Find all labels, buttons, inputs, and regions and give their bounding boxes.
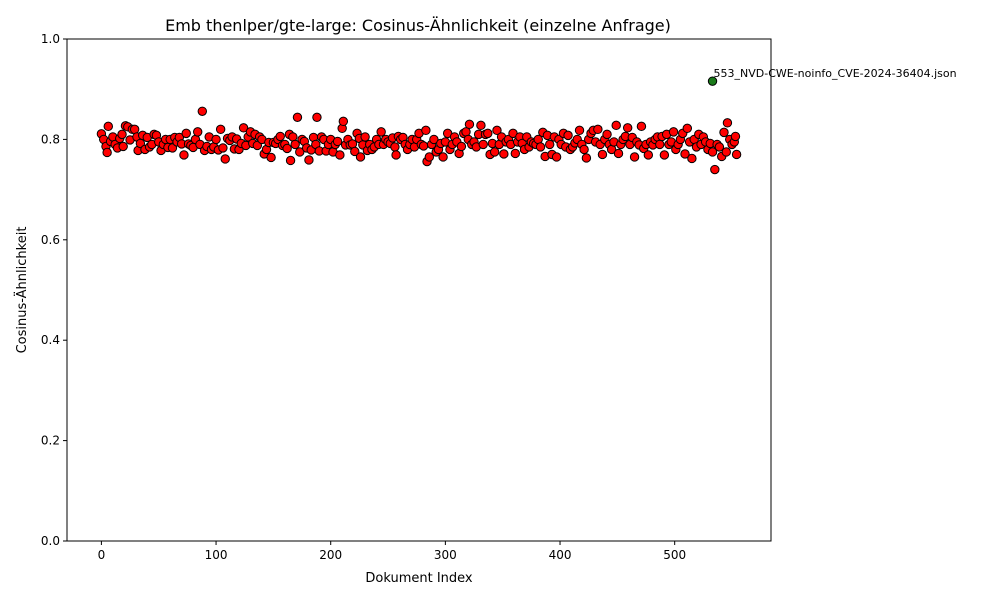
x-axis-label: Dokument Index <box>365 571 473 586</box>
data-point <box>464 119 475 130</box>
data-point <box>179 150 189 160</box>
data-point <box>220 154 230 164</box>
data-point <box>483 128 493 139</box>
y-tick-label: 0.6 <box>41 233 60 247</box>
data-point <box>731 149 742 160</box>
data-point <box>295 147 305 157</box>
data-point <box>118 141 128 152</box>
data-point <box>355 152 366 162</box>
data-point <box>102 147 112 158</box>
data-point <box>238 123 249 133</box>
data-point <box>659 150 670 160</box>
data-point <box>282 143 292 154</box>
data-point <box>418 141 429 151</box>
chart-title: Emb thenlper/gte-large: Cosinus-Ähnlichk… <box>165 16 671 35</box>
data-point <box>655 139 665 150</box>
data-point <box>613 148 624 159</box>
data-point <box>312 112 322 123</box>
data-point <box>489 147 500 157</box>
annotations: 553_NVD-CWE-noinfo_CVE-2024-36404.json <box>714 67 957 80</box>
data-point <box>197 106 208 116</box>
data-point <box>211 134 221 145</box>
x-axis: 0 100 200 300 400 500 <box>98 541 686 562</box>
x-tick-label: 400 <box>549 548 572 562</box>
data-point <box>710 164 720 175</box>
y-tick-label: 0.0 <box>41 534 60 548</box>
y-tick-label: 1.0 <box>41 32 60 46</box>
data-point <box>551 152 562 162</box>
data-point <box>622 123 633 133</box>
data-point <box>574 125 585 136</box>
data-point <box>421 125 431 136</box>
data-point <box>350 146 360 157</box>
data-point <box>611 120 621 131</box>
data-point <box>581 153 592 163</box>
data-point <box>266 152 276 163</box>
data-point <box>722 118 733 128</box>
data-point <box>304 155 314 165</box>
data-point <box>429 134 439 145</box>
y-tick-label: 0.8 <box>41 132 60 146</box>
data-point <box>391 150 401 160</box>
data-point <box>478 139 488 150</box>
data-point <box>629 152 640 162</box>
data-point <box>707 76 718 86</box>
data-point <box>476 120 486 131</box>
data-point <box>643 150 654 160</box>
data-point <box>492 125 502 136</box>
x-tick-label: 500 <box>663 548 686 562</box>
data-point <box>290 139 300 150</box>
data-point <box>535 142 546 152</box>
data-point <box>193 127 203 137</box>
x-tick-label: 200 <box>319 548 342 562</box>
data-point <box>376 127 386 137</box>
data-point <box>360 132 370 142</box>
data-point <box>719 127 729 138</box>
data-point <box>579 144 589 155</box>
data-point <box>456 141 467 152</box>
y-tick-label: 0.4 <box>41 333 60 347</box>
data-point <box>682 123 692 134</box>
x-tick-label: 0 <box>98 548 106 562</box>
data-point <box>285 155 296 166</box>
data-point <box>636 121 647 132</box>
data-point <box>668 127 679 137</box>
x-tick-label: 300 <box>434 548 457 562</box>
data-point <box>103 121 113 132</box>
data-point <box>215 124 226 135</box>
data-point <box>338 116 349 127</box>
data-point <box>424 152 435 162</box>
plot-frame <box>66 38 772 542</box>
data-point <box>181 128 191 139</box>
data-point <box>438 152 448 162</box>
data-point <box>597 149 608 160</box>
data-point <box>499 149 509 159</box>
x-tick-label: 100 <box>205 548 228 562</box>
data-point <box>218 143 228 153</box>
point-annotation: 553_NVD-CWE-noinfo_CVE-2024-36404.json <box>714 67 957 80</box>
data-point <box>275 131 285 142</box>
data-point <box>390 142 400 152</box>
y-axis-label: Cosinus-Ähnlichkeit <box>14 227 30 354</box>
data-point <box>332 136 343 147</box>
data-points <box>96 76 742 175</box>
data-point <box>707 147 718 157</box>
data-point <box>335 150 345 160</box>
data-point <box>510 148 521 159</box>
data-point <box>680 149 690 159</box>
data-point <box>593 124 603 135</box>
data-point <box>602 129 612 140</box>
data-point <box>292 112 303 123</box>
data-point <box>563 130 573 141</box>
data-point <box>687 153 697 164</box>
data-point <box>721 147 731 157</box>
data-point <box>714 142 725 152</box>
data-point <box>117 129 127 140</box>
data-point <box>730 131 741 142</box>
y-axis: 0.0 0.2 0.4 0.6 0.8 1.0 <box>41 32 67 548</box>
y-tick-label: 0.2 <box>41 434 60 448</box>
data-point <box>545 139 555 150</box>
